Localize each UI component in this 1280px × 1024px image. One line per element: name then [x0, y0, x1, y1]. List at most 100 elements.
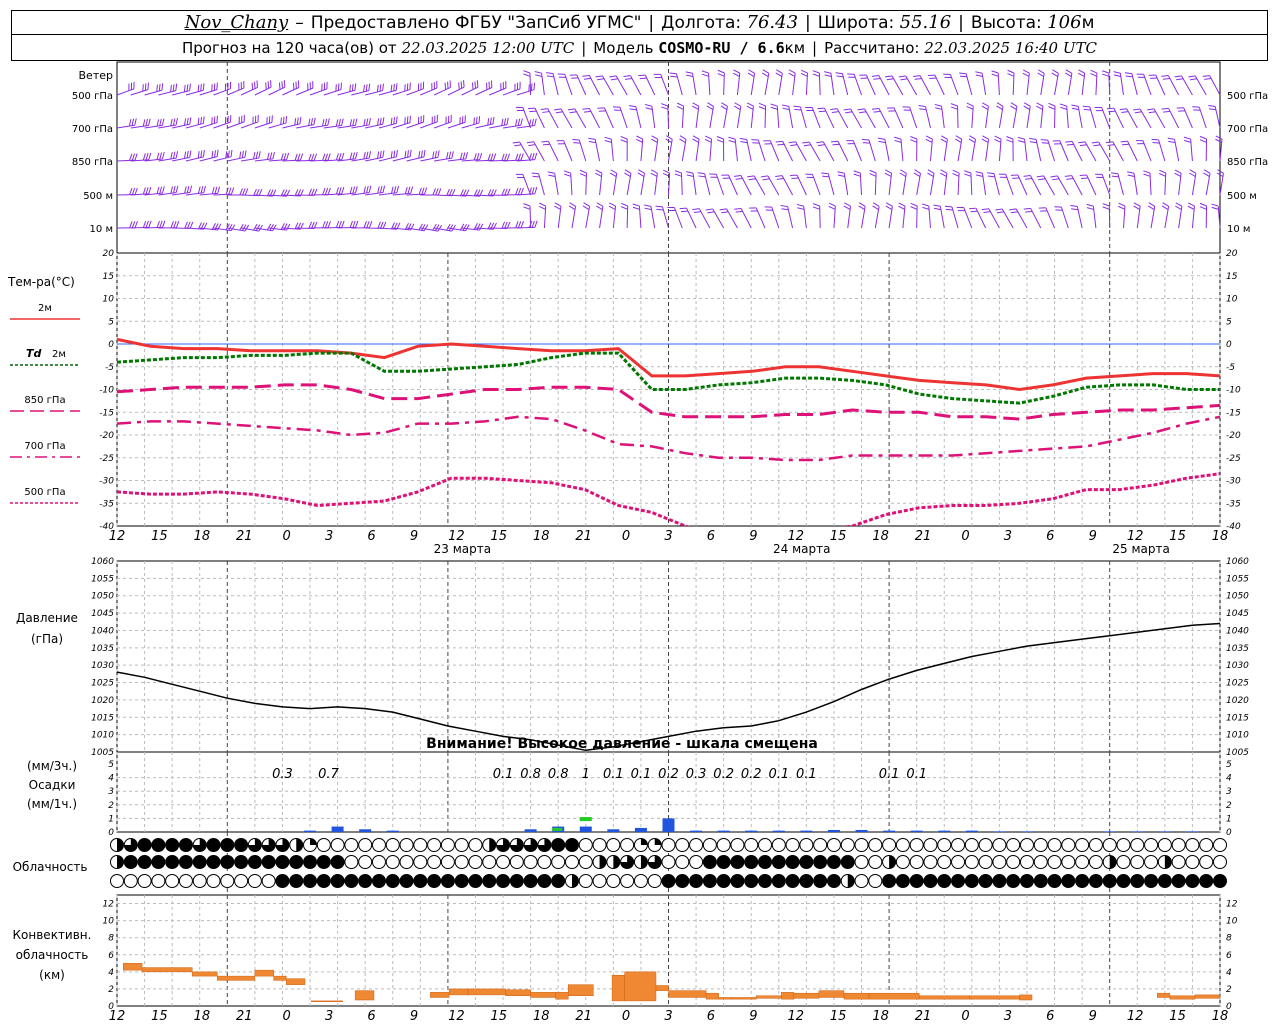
- cloud-symbol: [220, 874, 235, 888]
- wind-barb-feather: [324, 187, 329, 195]
- cloud-symbol: [951, 838, 966, 852]
- wind-barb: [965, 73, 973, 96]
- wind-barb-feather: [473, 223, 478, 230]
- wind-barb: [888, 206, 893, 229]
- time-hour-label-bottom: 9: [1089, 1009, 1097, 1024]
- wind-barb-feather: [1161, 205, 1169, 211]
- wind-barb: [1043, 175, 1055, 196]
- wind-barb: [199, 227, 218, 231]
- wind-barb-feather: [506, 117, 509, 125]
- cloud-symbol: [744, 855, 759, 869]
- wind-barb-feather: [244, 188, 249, 196]
- wind-barb-feather: [280, 223, 285, 230]
- wind-level-label-left: 10 м: [90, 224, 113, 235]
- wind-barb-feather: [363, 186, 367, 194]
- wind-barb-feather: [747, 72, 755, 77]
- wind-barb: [240, 87, 258, 96]
- wind-barb: [981, 173, 987, 196]
- wind-barb-feather: [1163, 110, 1171, 113]
- wind-barb-feather: [197, 186, 201, 194]
- wind-barb-feather: [161, 118, 165, 126]
- cloud-symbol: [316, 838, 331, 852]
- wind-barb: [227, 227, 246, 232]
- wind-barb-feather: [968, 138, 976, 143]
- time-hour-label-bottom: 3: [1004, 1009, 1012, 1024]
- wind-barb: [1040, 73, 1045, 96]
- wind-barb: [811, 107, 821, 129]
- wind-barb: [755, 207, 766, 229]
- wind-barb-feather: [368, 151, 372, 159]
- wind-barb: [130, 89, 149, 96]
- cloud-symbol: [854, 855, 869, 869]
- wind-barb: [254, 86, 272, 96]
- cloud-symbol-fill: [117, 855, 124, 869]
- wind-barb-feather: [921, 203, 929, 207]
- wind-barb-feather: [1120, 140, 1128, 143]
- pressure-unit: (гПа): [31, 632, 63, 646]
- wind-barb-feather: [670, 75, 678, 78]
- wind-barb-feather: [492, 116, 495, 124]
- wind-barb-feather: [1036, 102, 1044, 107]
- wind-barb: [847, 206, 852, 229]
- wind-barb-feather: [131, 187, 136, 195]
- wind-barb: [1076, 206, 1083, 229]
- wind-barb-feather: [462, 152, 466, 160]
- wind-barb-feather: [390, 151, 393, 159]
- cloud-symbol: [882, 874, 897, 888]
- wind-barb-feather: [692, 208, 700, 211]
- wind-barb: [310, 159, 329, 162]
- wind-barb: [850, 108, 862, 129]
- wind-barb: [1178, 206, 1183, 229]
- wind-barb-feather: [638, 169, 645, 174]
- precip-bar: [938, 830, 951, 832]
- pressure-warning: Внимание! Высокое давление - шкала смеще…: [426, 736, 818, 752]
- convective-tick-left: 12: [103, 900, 115, 910]
- precip-tick-right: 4: [1226, 774, 1232, 784]
- wind-barb-feather: [793, 105, 801, 108]
- cloud-symbol: [344, 874, 359, 888]
- temp-series-3: [117, 415, 1220, 462]
- wind-barb-feather: [368, 185, 372, 193]
- wind-barb-feather: [885, 169, 892, 174]
- wind-barb-feather: [597, 78, 605, 81]
- pressure-tick-right: 1025: [1226, 679, 1249, 689]
- temp-legend-label: 500 гПа: [24, 487, 65, 498]
- wind-barb-feather: [239, 223, 244, 231]
- wind-barb-feather: [186, 221, 191, 229]
- wind-barb-feather: [970, 210, 978, 213]
- wind-barb: [599, 206, 604, 229]
- cloud-symbol: [151, 874, 166, 888]
- convective-title-1: Конвективн.: [13, 928, 92, 942]
- lon-value: 76.43: [746, 12, 799, 33]
- cloud-symbol: [454, 838, 469, 852]
- pressure-tick-right: 1020: [1226, 696, 1249, 706]
- pressure-tick-left: 1035: [91, 644, 114, 654]
- cloud-symbol: [234, 838, 249, 852]
- wind-barb-feather: [1187, 202, 1195, 207]
- wind-barb-feather: [148, 118, 151, 126]
- wind-barb-feather: [877, 137, 885, 140]
- wind-barb-feather: [567, 108, 575, 111]
- cloud-symbol-fill: [599, 855, 607, 869]
- wind-barb-feather: [1066, 143, 1074, 146]
- wind-barb-feather: [531, 172, 539, 175]
- wind-barb-feather: [506, 153, 511, 161]
- wind-barb-feather: [1102, 203, 1110, 207]
- pressure-tick-left: 1055: [91, 574, 114, 584]
- wind-barb: [130, 193, 149, 196]
- time-hour-label: 3: [325, 529, 333, 544]
- wind-barb: [378, 156, 397, 162]
- wind-barb-feather: [665, 135, 673, 140]
- pressure-tick-left: 1045: [91, 609, 114, 619]
- wind-barb: [997, 73, 1000, 96]
- wind-barb-feather: [327, 153, 331, 161]
- wind-barb-feather: [734, 102, 742, 107]
- pressure-tick-left: 1050: [91, 592, 114, 602]
- wind-barb-feather: [569, 202, 576, 207]
- wind-barb-feather: [776, 178, 784, 180]
- wind-barb-feather: [818, 110, 826, 113]
- wind-barb: [1139, 108, 1152, 129]
- wind-barb-feather: [1113, 71, 1121, 74]
- wind-barb-feather: [728, 140, 736, 143]
- convective-tick-right: 8: [1226, 934, 1232, 944]
